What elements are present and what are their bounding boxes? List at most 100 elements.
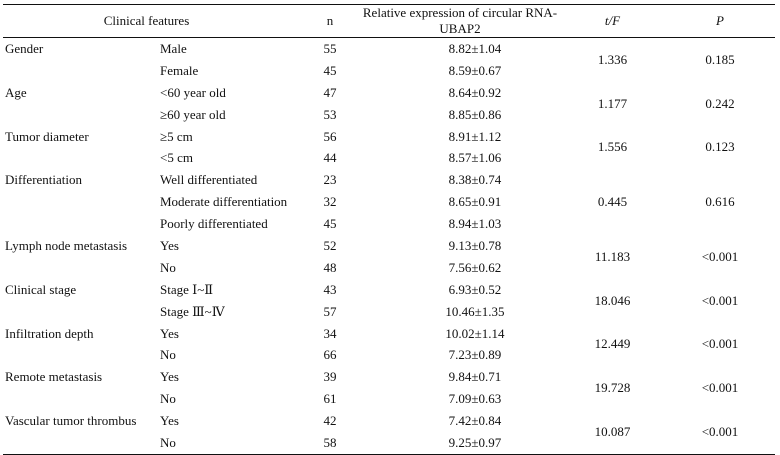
expression-value: 8.64±0.92 (448, 84, 502, 100)
p-value: 0.242 (705, 95, 735, 111)
feature-label: Infiltration depth (5, 325, 94, 341)
p-value: <0.001 (701, 380, 739, 396)
count-value: 45 (323, 62, 337, 78)
p-value: 0.185 (705, 51, 735, 67)
feature-label (3, 191, 160, 213)
count-value: 42 (323, 413, 337, 429)
table-row: Lymph node metastasis Yes 52 9.13±0.78 11.18… (3, 235, 775, 264)
t-f-value: 19.728 (594, 380, 631, 396)
feature-label (3, 147, 160, 169)
table-body: Gender Male 55 8.82±1.04 1.336 0.185 Female 45 8… (3, 38, 775, 455)
table-header-row: Clinical features n Relative expression … (3, 4, 775, 38)
p-value: <0.001 (701, 292, 739, 308)
count-value: 55 (323, 40, 337, 56)
table-row: No 48 7.56±0.62 (3, 257, 775, 279)
count-value: 45 (323, 216, 337, 232)
group-label: No (160, 432, 310, 455)
expression-value: 10.02±1.14 (445, 325, 505, 341)
p-value: <0.001 (701, 248, 739, 264)
table-row: Vascular tumor thrombus Yes 42 7.42±0.84 10.… (3, 410, 775, 455)
t-f-value: 1.556 (597, 139, 628, 155)
count-value: 39 (323, 369, 337, 385)
group-label: Poorly differentiated (160, 216, 268, 232)
group-label: Yes (160, 413, 179, 429)
expression-value: 6.93±0.52 (448, 281, 502, 297)
feature-label (3, 301, 160, 323)
group-label: Yes (160, 325, 179, 341)
count-value: 66 (323, 347, 337, 363)
group-label: Moderate differentiation (160, 194, 288, 210)
expression-value: 9.84±0.71 (448, 369, 502, 385)
feature-label: Lymph node metastasis (5, 237, 128, 253)
group-label: Female (160, 62, 199, 78)
group-label: Stage Ⅰ~Ⅱ (160, 281, 214, 297)
expression-value: 7.42±0.84 (448, 413, 502, 429)
table-row: Remote metastasis Yes 39 9.84±0.71 19.728 <0.… (3, 366, 775, 395)
t-f-value: 12.449 (594, 336, 631, 352)
expression-value: 8.59±0.67 (448, 62, 502, 78)
group-label: ≥60 year old (160, 106, 226, 122)
feature-label (3, 257, 160, 279)
group-label: Stage Ⅲ~Ⅳ (160, 303, 225, 319)
count-value: 56 (323, 128, 337, 144)
feature-label: Differentiation (5, 172, 83, 188)
t-f-value: 0.445 (597, 194, 628, 210)
clinical-features-table: Clinical features n Relative expression … (3, 4, 775, 455)
feature-label: Clinical stage (5, 281, 77, 297)
t-f-value: 11.183 (594, 248, 631, 264)
table-row: Stage Ⅲ~Ⅳ 57 10.46±1.35 (3, 301, 775, 323)
t-f-value: 1.336 (597, 51, 628, 67)
table-row: Tumor diameter ≥5 cm 56 8.91±1.12 1.556 0.123 (3, 126, 775, 155)
expression-value: 8.91±1.12 (448, 128, 502, 144)
table-row: Female 45 8.59±0.67 (3, 60, 775, 82)
header-t-f: t/F (560, 4, 665, 38)
count-value: 58 (310, 432, 350, 455)
t-f-value: 1.177 (597, 95, 628, 111)
expression-value: 9.25±0.97 (350, 432, 560, 455)
group-label: Male (160, 40, 187, 56)
expression-value: 8.57±1.06 (448, 150, 502, 166)
table-row: <5 cm 44 8.57±1.06 (3, 147, 775, 169)
feature-label: Vascular tumor thrombus (5, 413, 137, 429)
expression-value: 8.38±0.74 (448, 172, 502, 188)
p-value: <0.001 (701, 336, 739, 352)
feature-label (3, 432, 160, 455)
table-row: Differentiation Well differentiated 23 8.38… (3, 169, 775, 209)
group-label: No (160, 259, 176, 275)
header-p: P (665, 4, 775, 38)
header-n: n (310, 4, 350, 38)
expression-value: 7.09±0.63 (448, 391, 502, 407)
group-label: <60 year old (160, 84, 226, 100)
expression-value: 9.13±0.78 (448, 237, 502, 253)
count-value: 48 (323, 259, 337, 275)
count-value: 57 (323, 303, 337, 319)
feature-label (3, 344, 160, 366)
t-f-value: 18.046 (594, 292, 631, 308)
table-row: Clinical stage Stage Ⅰ~Ⅱ 43 6.93±0.52 18.046… (3, 279, 775, 308)
table-row: ≥60 year old 53 8.85±0.86 (3, 104, 775, 126)
table-row: No 61 7.09±0.63 (3, 388, 775, 410)
count-value: 44 (323, 150, 337, 166)
group-label: No (160, 347, 176, 363)
table-row: No 66 7.23±0.89 (3, 344, 775, 366)
count-value: 52 (323, 237, 337, 253)
p-value: 0.616 (705, 194, 735, 210)
header-clinical-features: Clinical features (3, 4, 310, 38)
count-value: 47 (323, 84, 337, 100)
expression-value: 7.56±0.62 (448, 259, 502, 275)
count-value: 43 (323, 281, 337, 297)
table-row: Age <60 year old 47 8.64±0.92 1.177 0.242 (3, 82, 775, 111)
feature-label (3, 213, 160, 235)
group-label: Well differentiated (160, 172, 258, 188)
group-label: Yes (160, 237, 179, 253)
count-value: 53 (323, 106, 337, 122)
count-value: 23 (323, 172, 337, 188)
feature-label: Age (5, 84, 27, 100)
table-row: Poorly differentiated 45 8.94±1.03 (3, 213, 775, 235)
expression-value: 8.65±0.91 (448, 194, 502, 210)
p-value: <0.001 (665, 410, 775, 455)
feature-label: Remote metastasis (5, 369, 103, 385)
feature-label (3, 388, 160, 410)
table-row: Gender Male 55 8.82±1.04 1.336 0.185 (3, 38, 775, 67)
